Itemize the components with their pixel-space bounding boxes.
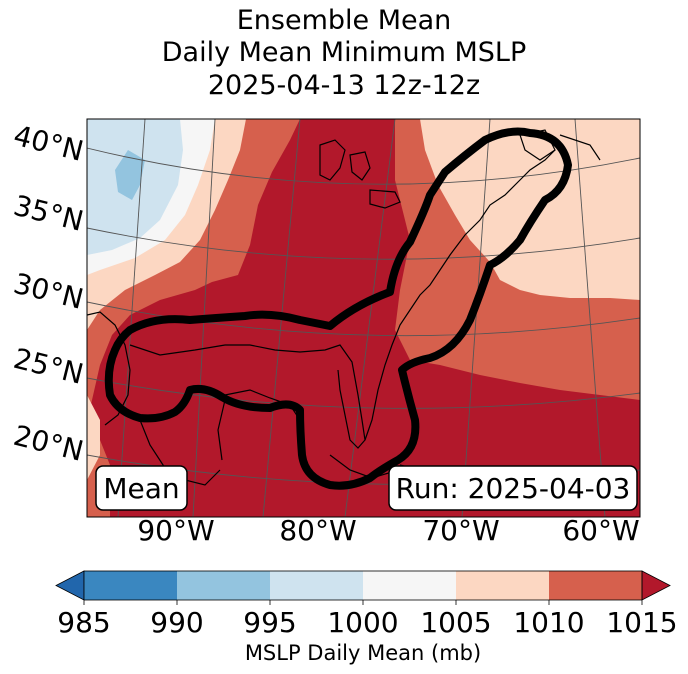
colorbar-bin-1000-1005: [363, 571, 457, 600]
colorbar-tick-label: 1010: [513, 606, 584, 639]
lat-label-25: 25°N: [10, 342, 86, 391]
lat-label-35: 35°N: [10, 189, 86, 238]
map-panel: [87, 119, 640, 517]
colorbar-bin-1010-1015: [549, 571, 643, 600]
lat-label-20: 20°N: [10, 419, 86, 468]
colorbar: 985 990 995 1000 1005 1010 1015 MSLP Daily Mea…: [55, 570, 678, 665]
colorbar-tick-label: 995: [243, 606, 296, 639]
lon-label-80: 80°W: [279, 514, 356, 547]
title-line-3: 2025-04-13 12z-12z: [207, 70, 481, 101]
panel-label-run-text: Run: 2025-04-03: [396, 472, 631, 505]
title-line-1: Ensemble Mean: [236, 5, 452, 36]
lat-label-30: 30°N: [10, 267, 86, 316]
colorbar-over-triangle: [641, 570, 671, 601]
colorbar-tick-label: 1015: [606, 606, 677, 639]
colorbar-bin-1005-1010: [456, 571, 550, 600]
highlight-contour: [104, 127, 572, 490]
colorbar-label: MSLP Daily Mean (mb): [245, 641, 481, 665]
colorbar-tick-label: 1005: [420, 606, 491, 639]
colorbar-tick-label: 1000: [327, 606, 398, 639]
colorbar-under-triangle: [55, 570, 85, 601]
panel-label-run: Run: 2025-04-03: [388, 465, 638, 511]
colorbar-bin-995-1000: [270, 571, 364, 600]
title-line-2: Daily Mean Minimum MSLP: [161, 37, 527, 68]
colorbar-bin-990-995: [177, 571, 271, 600]
panel-label-mean-text: Mean: [103, 472, 179, 505]
colorbar-bin-985-990: [84, 571, 178, 600]
lat-label-40: 40°N: [10, 119, 86, 168]
panel-label-mean: Mean: [95, 465, 188, 511]
colorbar-tick-label: 990: [150, 606, 203, 639]
colorbar-tick-label: 985: [57, 606, 110, 639]
map-frame: [86, 118, 641, 518]
lon-label-60: 60°W: [562, 514, 639, 547]
lon-label-90: 90°W: [137, 514, 214, 547]
field-990-995: [115, 150, 145, 200]
field-1005-1010-southwest: [87, 395, 100, 480]
lon-label-70: 70°W: [422, 514, 499, 547]
